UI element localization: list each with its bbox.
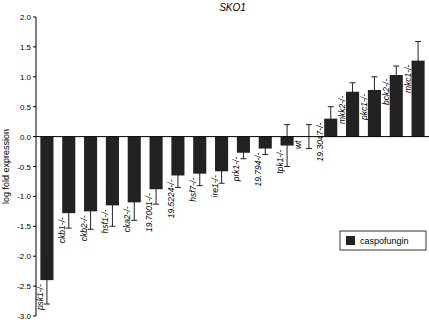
y-tick [33,76,36,77]
category-label: 19.5224-/- [166,179,176,218]
y-tick-label: -2.0 [17,252,31,261]
plot-area [40,42,424,305]
error-cap [66,198,72,199]
error-bar [199,162,200,186]
error-cap [219,159,225,160]
y-tick [33,136,36,137]
category-label: 19.794-/- [253,152,263,186]
error-bar [374,77,375,103]
error-cap [284,124,290,125]
error-bar [418,42,419,80]
y-tick-label: -0.5 [17,163,31,172]
y-tick-label: 2.0 [20,13,32,22]
error-cap [350,100,356,101]
error-cap [393,83,399,84]
error-cap [328,106,334,107]
y-tick [33,106,36,107]
y-tick [33,166,36,167]
error-bar [177,164,178,188]
error-cap [371,103,377,104]
error-cap [88,193,94,194]
y-tick-label: 0.5 [20,103,32,112]
error-bar [265,143,266,155]
category-label: hsf7-/- [188,178,198,202]
category-label: hsf1-/- [100,209,110,233]
title: SKO1 [219,2,246,13]
error-bar [156,174,157,204]
legend-box [340,231,426,250]
error-cap [240,146,246,147]
category-label: 19.3047-/- [315,122,325,161]
y-tick-label: -1.0 [17,192,31,201]
error-cap [415,79,421,80]
error-bar [68,198,69,228]
category-label: ire1-/- [210,175,220,197]
y-tick [33,46,36,47]
y-tick [33,17,36,18]
y-tick-label: 1.0 [20,73,32,82]
zero-line [36,136,429,137]
y-tick-label: -2.5 [17,282,31,291]
y-axis-title: log fold expression [1,129,11,204]
error-cap [415,41,421,42]
error-bar [396,66,397,84]
error-cap [306,148,312,149]
category-label: tpk1-/- [275,149,285,173]
category-label: pkc1-/- [359,94,369,121]
error-bar [46,256,47,304]
category-label: psk1-/- [35,284,45,311]
error-cap [197,161,203,162]
y-tick [33,316,36,317]
y-tick-label: -1.5 [17,222,31,231]
y-tick [33,196,36,197]
chart: SKO1 log fold expression -3.0 -2.5 -2.0 -1.5 -… [0,0,429,334]
category-label: ckb2-/- [79,215,89,241]
y-tick-label: 0.0 [20,133,32,142]
legend: caspofungin [340,231,426,250]
error-cap [306,124,312,125]
error-cap [175,163,181,164]
error-cap [371,76,377,77]
error-cap [262,142,268,143]
category-label: wt [293,140,303,149]
error-cap [328,130,334,131]
category-label: cka2-/- [122,206,132,232]
legend-swatch [346,236,355,245]
error-cap [350,82,356,83]
error-bar [90,193,91,229]
error-bar [134,184,135,220]
error-bar [243,147,244,159]
error-bar [221,159,222,183]
error-bar [330,107,331,131]
error-bar [352,83,353,101]
y-tick-label: -3.0 [17,312,31,321]
category-label: 19.7001-/- [144,193,154,232]
y-tick [33,226,36,227]
error-cap [131,184,137,185]
category-label: mkc1-/- [403,64,413,93]
error-cap [44,256,50,257]
bar [390,75,403,137]
category-label: prk1-/- [231,157,241,183]
y-tick-label: 1.5 [20,43,32,52]
error-bar [112,184,113,226]
error-cap [109,184,115,185]
error-cap [393,66,399,67]
category-label: ckb1-/- [57,217,67,243]
error-bar [287,125,288,167]
y-tick [33,256,36,257]
category-label: mkk2-/- [337,96,347,125]
error-cap [153,174,159,175]
category-label: bck2-/- [381,79,391,105]
legend-label: caspofungin [360,236,409,246]
